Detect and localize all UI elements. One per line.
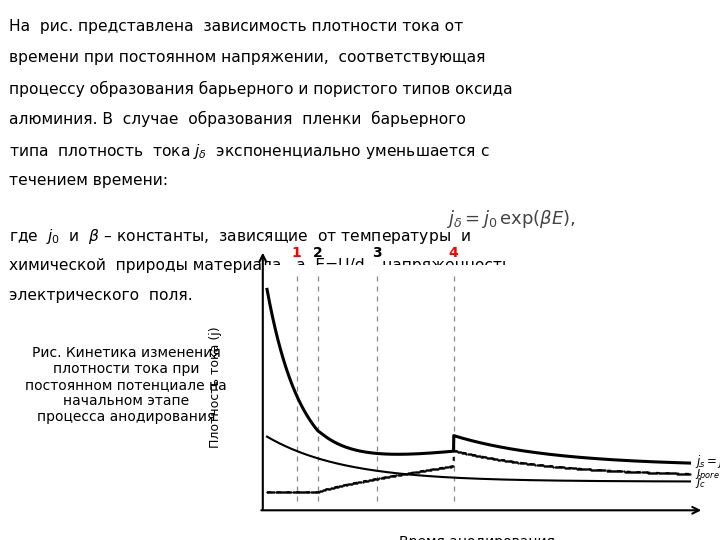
Text: Рис. Кинетика изменения
плотности тока при
постоянном потенциале на
начальном эт: Рис. Кинетика изменения плотности тока п… (25, 346, 227, 424)
Text: Время анодирования: Время анодирования (399, 535, 555, 540)
Text: типа  плотность  тока $j_\delta$  экспоненциально уменьшается с: типа плотность тока $j_\delta$ экспоненц… (9, 142, 490, 161)
Text: времени при постоянном напряжении,  соответствующая: времени при постоянном напряжении, соотв… (9, 50, 485, 65)
Text: $j_s = j_b + j_{pore}$: $j_s = j_b + j_{pore}$ (696, 454, 720, 472)
Text: 1: 1 (292, 246, 302, 260)
Text: $j_{pore}$: $j_{pore}$ (696, 465, 720, 483)
Text: 4: 4 (449, 246, 459, 260)
Text: процессу образования барьерного и пористого типов оксида: процессу образования барьерного и порист… (9, 80, 512, 97)
Text: алюминия. В  случае  образования  пленки  барьерного: алюминия. В случае образования пленки ба… (9, 111, 466, 127)
Text: Плотность тока (j): Плотность тока (j) (210, 327, 222, 448)
Text: течением времени:: течением времени: (9, 173, 168, 188)
Text: химической  природы материала,  а  E=U/d – напряженность: химической природы материала, а E=U/d – … (9, 258, 510, 273)
Text: 2: 2 (313, 246, 323, 260)
Text: На  рис. представлена  зависимость плотности тока от: На рис. представлена зависимость плотнос… (9, 19, 463, 34)
Text: $j_\delta = j_0\,\exp(\beta E),$: $j_\delta = j_0\,\exp(\beta E),$ (446, 208, 576, 230)
Text: $j_c$: $j_c$ (696, 473, 706, 490)
Text: электрического  поля.: электрического поля. (9, 288, 192, 303)
Text: где  $j_0$  и  $\beta$ – константы,  зависящие  от температуры  и: где $j_0$ и $\beta$ – константы, зависящ… (9, 227, 470, 246)
Text: 3: 3 (372, 246, 382, 260)
